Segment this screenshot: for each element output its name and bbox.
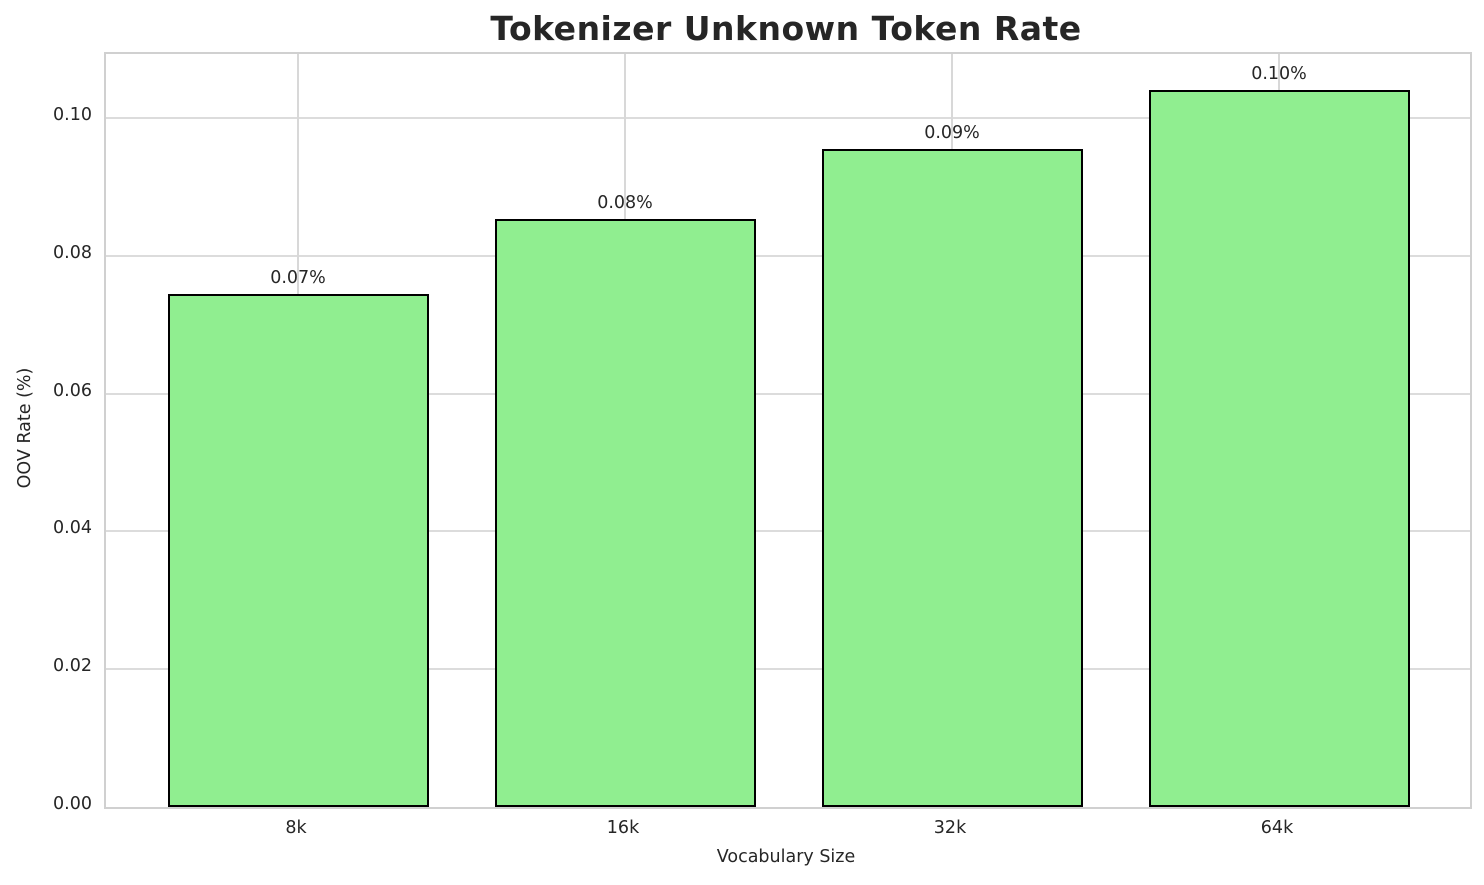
- y-tick-label: 0.00: [53, 794, 92, 814]
- y-tick-label: 0.06: [53, 380, 92, 401]
- x-axis-label: Vocabulary Size: [716, 847, 856, 867]
- plot-area: 0.07% 0.08% 0.09% 0.10%: [104, 52, 1472, 809]
- y-tick-label: 0.02: [53, 656, 92, 677]
- bar-8k: [167, 293, 429, 807]
- bar-value-label: 0.08%: [597, 193, 653, 214]
- bar-value-label: 0.10%: [1251, 63, 1307, 84]
- gridline-horizontal: [106, 117, 1470, 120]
- gridline-horizontal: [106, 530, 1470, 533]
- bar-16k: [494, 219, 756, 807]
- x-tick-label-16k: 16k: [606, 818, 640, 838]
- chart-title: Tokenizer Unknown Token Rate: [490, 9, 1082, 48]
- gridline-horizontal: [106, 668, 1470, 671]
- y-tick-label: 0.10: [53, 105, 92, 126]
- x-tick-label-64k: 64k: [1260, 818, 1294, 838]
- bar-value-label: 0.09%: [924, 123, 980, 144]
- x-tick-label-8k: 8k: [285, 818, 307, 838]
- x-tick-label-32k: 32k: [933, 818, 967, 838]
- y-tick-label: 0.04: [53, 518, 92, 539]
- bar-32k: [821, 149, 1083, 807]
- y-tick-label: 0.08: [53, 242, 92, 263]
- gridline-horizontal: [106, 392, 1470, 395]
- bar-value-label: 0.07%: [270, 267, 326, 288]
- gridline-horizontal: [106, 254, 1470, 257]
- bar-64k: [1148, 89, 1410, 807]
